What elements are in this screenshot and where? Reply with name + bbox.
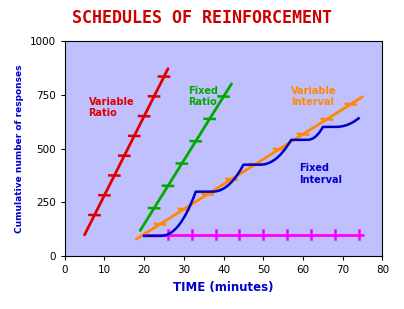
Text: Fixed
Interval: Fixed Interval [299, 163, 342, 185]
Text: SCHEDULES OF REINFORCEMENT: SCHEDULES OF REINFORCEMENT [72, 9, 332, 27]
Text: Variable
Interval: Variable Interval [291, 86, 337, 107]
X-axis label: TIME (minutes): TIME (minutes) [173, 281, 274, 294]
Text: Fixed
Ratio: Fixed Ratio [188, 86, 218, 107]
Text: Variable
Ratio: Variable Ratio [88, 96, 134, 118]
Y-axis label: Cumulative number of responses: Cumulative number of responses [15, 64, 24, 233]
